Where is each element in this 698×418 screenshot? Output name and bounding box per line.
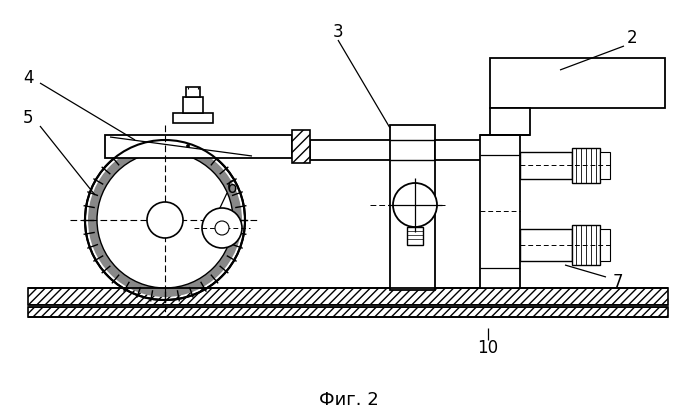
Text: 6: 6 [227, 179, 237, 197]
Bar [28, 288, 668, 305]
Bar [572, 225, 600, 265]
Bar [435, 140, 500, 160]
Circle shape [202, 208, 242, 248]
Text: 10: 10 [477, 339, 498, 357]
Bar [390, 125, 435, 290]
Bar [173, 113, 213, 123]
Bar [490, 108, 530, 135]
Text: 2: 2 [627, 29, 637, 47]
Bar [520, 152, 572, 179]
Bar [183, 97, 203, 113]
Circle shape [393, 183, 437, 227]
Text: 5: 5 [23, 109, 34, 127]
Circle shape [97, 152, 233, 288]
Circle shape [215, 221, 229, 235]
Bar [490, 58, 665, 108]
Bar [310, 140, 430, 160]
Bar [186, 87, 200, 97]
Bar [292, 130, 310, 163]
Bar [480, 135, 520, 288]
Text: 3: 3 [333, 23, 343, 41]
Bar [407, 227, 423, 245]
Circle shape [147, 202, 183, 238]
Bar [105, 135, 292, 158]
Bar [28, 307, 668, 317]
Bar [600, 229, 610, 261]
Text: Фиг. 2: Фиг. 2 [319, 391, 379, 409]
Circle shape [186, 145, 189, 148]
Text: 7: 7 [613, 273, 623, 291]
Circle shape [88, 143, 242, 297]
Bar [520, 229, 572, 261]
Bar [600, 152, 610, 179]
Bar [572, 148, 600, 183]
Text: 4: 4 [23, 69, 34, 87]
Bar [28, 305, 668, 307]
